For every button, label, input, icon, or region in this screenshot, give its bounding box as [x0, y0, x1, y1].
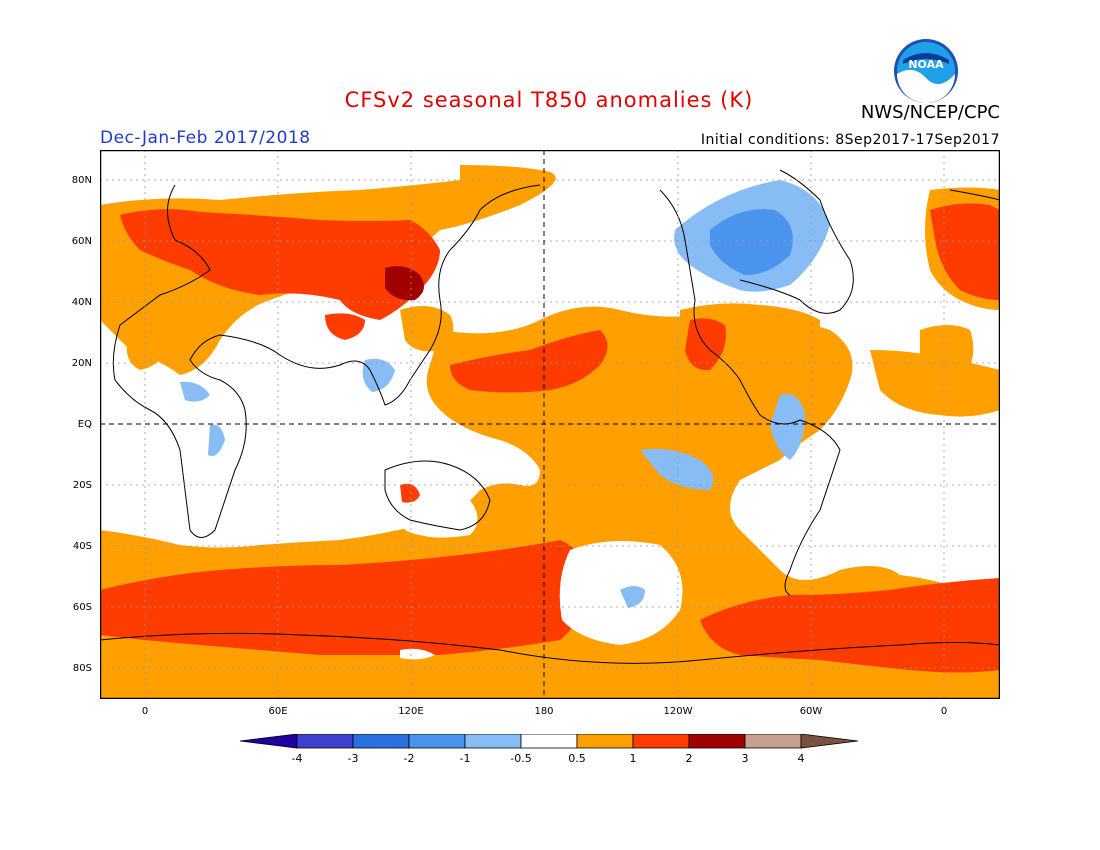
initial-conditions-label: Initial conditions: 8Sep2017-17Sep2017: [700, 132, 1000, 148]
lon-label-180: 180: [534, 706, 554, 717]
colorbar-label-m2: -2: [403, 752, 415, 765]
colorbar-label-p4: 4: [797, 752, 805, 765]
colorbar-label-m1: -1: [459, 752, 471, 765]
colorbar-cell: [408, 734, 466, 749]
lon-label-120w: 120W: [663, 706, 693, 717]
lat-label-40n: 40N: [71, 297, 92, 308]
lon-label-60w: 60W: [799, 706, 823, 717]
colorbar-label-m05: -0.5: [510, 752, 532, 765]
colorbar-cell: [296, 734, 354, 749]
colorbar-label-p05: 0.5: [568, 752, 586, 765]
coastlines: [100, 169, 1000, 664]
logo-text: NOAA: [908, 58, 944, 71]
lat-label-20s: 20S: [72, 480, 92, 491]
lon-label-120e: 120E: [398, 706, 424, 717]
lon-label-0: 0: [141, 706, 149, 717]
lat-lon-grid: [100, 150, 1000, 699]
colorbar-cell: [520, 734, 578, 749]
equator-dateline: [100, 150, 1000, 699]
colorbar-label-m3: -3: [347, 752, 359, 765]
colorbar-cell: [352, 734, 410, 749]
lat-label-80s: 80S: [72, 663, 92, 674]
anomaly-red-regions: [100, 203, 1000, 673]
colorbar-arrow-low: [240, 734, 298, 749]
lat-label-60n: 60N: [71, 236, 92, 247]
colorbar-label-p1: 1: [629, 752, 637, 765]
colorbar-label-p3: 3: [741, 752, 749, 765]
colorbar-cell: [632, 734, 690, 749]
anomaly-neutral-regions: [400, 498, 683, 660]
lat-label-40s: 40S: [72, 541, 92, 552]
colorbar-cell: [688, 734, 746, 749]
lon-label-0-east: 0: [940, 706, 948, 717]
lat-label-60s: 60S: [72, 602, 92, 613]
colorbar-label-m4: -4: [291, 752, 303, 765]
lat-label-80n: 80N: [71, 175, 92, 186]
lat-label-eq: EQ: [77, 419, 92, 430]
anomaly-map: [100, 150, 1000, 699]
lat-label-20n: 20N: [71, 358, 92, 369]
season-label: Dec-Jan-Feb 2017/2018: [100, 128, 311, 148]
colorbar-label-p2: 2: [685, 752, 693, 765]
colorbar-arrow-high: [800, 734, 859, 749]
chart-title-text: CFSv2 seasonal T850 anomalies (K): [344, 88, 754, 112]
lon-label-60e: 60E: [268, 706, 288, 717]
anomaly-blue-regions: [710, 209, 793, 275]
colorbar: [240, 734, 859, 749]
map-frame: [100, 150, 1000, 699]
agency-label: NWS/NCEP/CPC: [860, 102, 1000, 123]
chart-title: CFSv2 seasonal T850 anomalies (K): [0, 88, 1100, 112]
anomaly-darkred-regions: [385, 266, 424, 301]
colorbar-cell: [744, 734, 802, 749]
noaa-logo-icon: NOAA: [894, 39, 958, 103]
colorbar-cell: [464, 734, 522, 749]
colorbar-cell: [576, 734, 634, 749]
